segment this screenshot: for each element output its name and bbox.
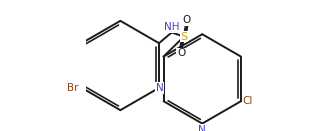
Text: Br: Br xyxy=(67,83,79,93)
Text: O: O xyxy=(177,48,185,58)
Text: S: S xyxy=(180,32,187,42)
Text: Cl: Cl xyxy=(243,96,253,106)
Text: N: N xyxy=(198,125,206,131)
Text: O: O xyxy=(182,15,191,25)
Text: N: N xyxy=(156,83,164,93)
Text: NH: NH xyxy=(164,22,179,32)
